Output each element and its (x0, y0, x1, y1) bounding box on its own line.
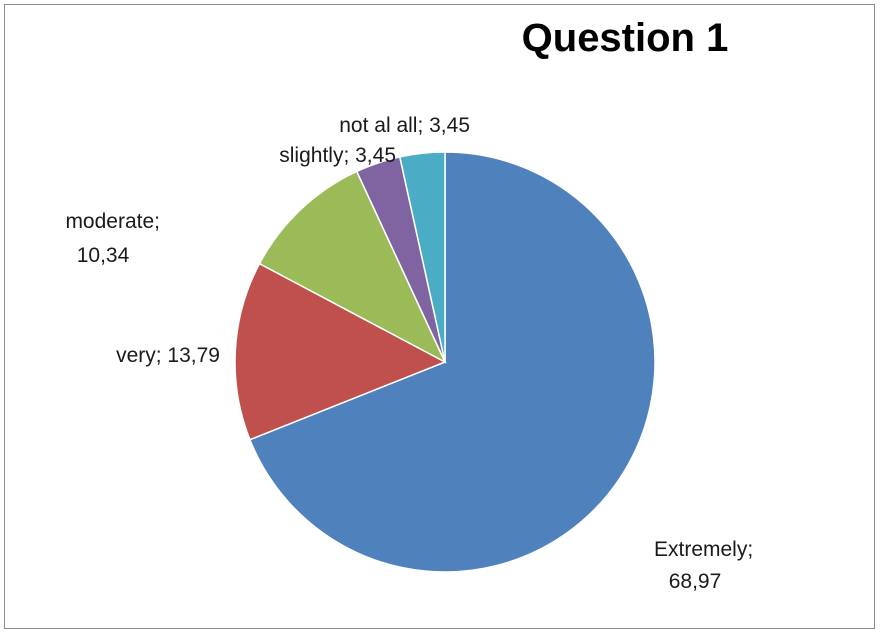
slice-value-3: 10,34 (77, 244, 130, 267)
pie-slice-3 (258, 170, 447, 364)
slice-label-5: not al all; 3,45 (339, 114, 470, 137)
chart-title: Question 1 (521, 16, 729, 60)
slice-label-1: Extremely; (654, 538, 753, 561)
pie-slice-5 (398, 151, 446, 363)
slice-label-2: very; 13,79 (116, 344, 220, 367)
pie-slice-1 (248, 151, 656, 573)
slice-value-1: 68,97 (669, 570, 722, 593)
slice-label-3: moderate; (65, 210, 160, 233)
pie-slice-2 (234, 262, 447, 441)
slice-label-4: slightly; 3,45 (279, 144, 396, 167)
